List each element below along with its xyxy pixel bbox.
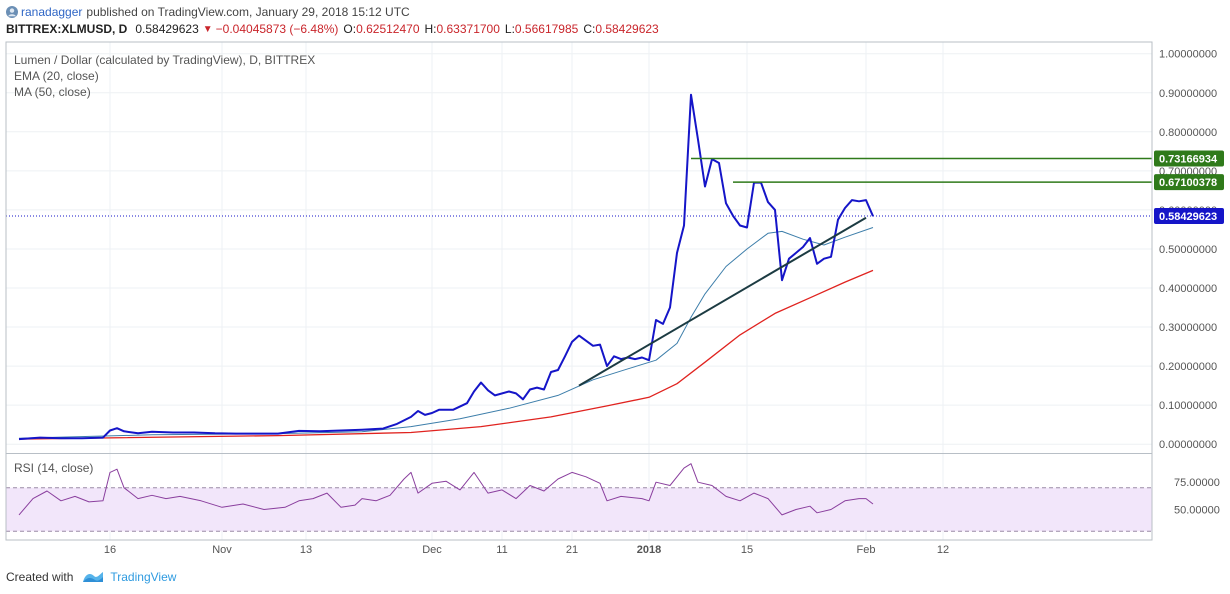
created-with-text: Created with (6, 570, 74, 584)
open-label: O: (343, 22, 357, 36)
y-tick-label-5: 0.50000000 (1159, 244, 1217, 256)
price-line (18, 93, 874, 441)
rsi-line (18, 463, 874, 516)
x-tick-label-9: 12 (937, 544, 949, 556)
price-chart[interactable]: 1.000000000.900000000.800000000.70000000… (0, 0, 1230, 560)
legend-ma[interactable]: MA (50, close) (14, 85, 91, 99)
symbol-label: BITTREX:XLMUSD, D (6, 22, 128, 36)
rsi-band (6, 487, 1152, 532)
low-value: 0.56617985 (514, 22, 579, 36)
low-label: L: (504, 22, 515, 36)
ma-line (18, 269, 874, 440)
y-tick-label-6: 0.40000000 (1159, 283, 1217, 295)
x-tick-label-5: 21 (566, 544, 578, 556)
footer: Created with TradingView (6, 569, 176, 585)
last-price-value: 0.58429623 (135, 22, 199, 36)
chart-frame (5, 41, 1153, 541)
x-tick-label-3: Dec (422, 544, 442, 556)
high-value: 0.63371700 (436, 22, 500, 36)
ema-line (18, 227, 874, 439)
last-price-tag-label: 0.58429623 (1159, 211, 1217, 223)
y-tick-label-1: 0.90000000 (1159, 88, 1217, 100)
publisher-username[interactable]: ranadagger (21, 5, 83, 19)
rsi-tick-label-0: 75.00000 (1174, 477, 1220, 489)
series-lines (6, 93, 1152, 516)
x-tick-label-1: Nov (212, 544, 232, 556)
x-tick-label-4: 11 (496, 544, 507, 556)
chart-legend: Lumen / Dollar (calculated by TradingVie… (14, 52, 315, 100)
tradingview-brand[interactable]: TradingView (110, 570, 177, 584)
y-tick-label-10: 0.00000000 (1159, 439, 1217, 451)
resistance-tag-bg-1 (1154, 174, 1224, 191)
plot-border (5, 41, 1153, 541)
x-tick-label-0: 16 (104, 544, 116, 556)
user-avatar-icon (6, 6, 18, 18)
open-value: 0.62512470 (356, 22, 420, 36)
ohlc-line: BITTREX:XLMUSD, D 0.58429623 ▼ −0.040458… (6, 21, 659, 37)
rsi-tick-label-1: 50.00000 (1174, 504, 1220, 516)
high-label: H: (424, 22, 437, 36)
axes: 1.000000000.900000000.800000000.70000000… (104, 49, 1220, 556)
rsi-band-fill (6, 487, 1152, 532)
grid (6, 42, 1152, 540)
price-tags: 0.73166934 0.67100378 0.58429623 (1154, 150, 1224, 225)
support-trendline (578, 216, 867, 387)
close-label: C: (583, 22, 596, 36)
close-value: 0.58429623 (595, 22, 659, 36)
y-tick-label-0: 1.00000000 (1159, 49, 1217, 61)
chart-title: Lumen / Dollar (calculated by TradingVie… (14, 53, 316, 67)
tradingview-logo-icon (83, 572, 104, 582)
y-tick-label-7: 0.30000000 (1159, 322, 1217, 334)
x-tick-label-6: 2018 (637, 544, 661, 556)
x-tick-label-2: 13 (300, 544, 312, 556)
resistance-tag-label-1: 0.67100378 (1159, 177, 1217, 189)
legend-ema[interactable]: EMA (20, close) (14, 69, 99, 83)
legend-rsi[interactable]: RSI (14, close) (14, 461, 94, 475)
published-text: published on TradingView.com, January 29… (86, 5, 410, 19)
down-triangle-icon: ▼ (202, 23, 213, 35)
y-tick-label-2: 0.80000000 (1159, 127, 1217, 139)
change-value: −0.04045873 (−6.48%) (215, 22, 339, 36)
last-price-tag-bg (1154, 208, 1224, 225)
y-tick-label-9: 0.10000000 (1159, 400, 1217, 412)
x-tick-label-8: Feb (857, 544, 876, 556)
publisher-line: ranadagger published on TradingView.com,… (6, 4, 410, 20)
resistance-tag-bg-0 (1154, 150, 1224, 167)
y-tick-label-8: 0.20000000 (1159, 361, 1217, 373)
x-tick-label-7: 15 (741, 544, 753, 556)
resistance-tag-label-0: 0.73166934 (1159, 153, 1218, 165)
